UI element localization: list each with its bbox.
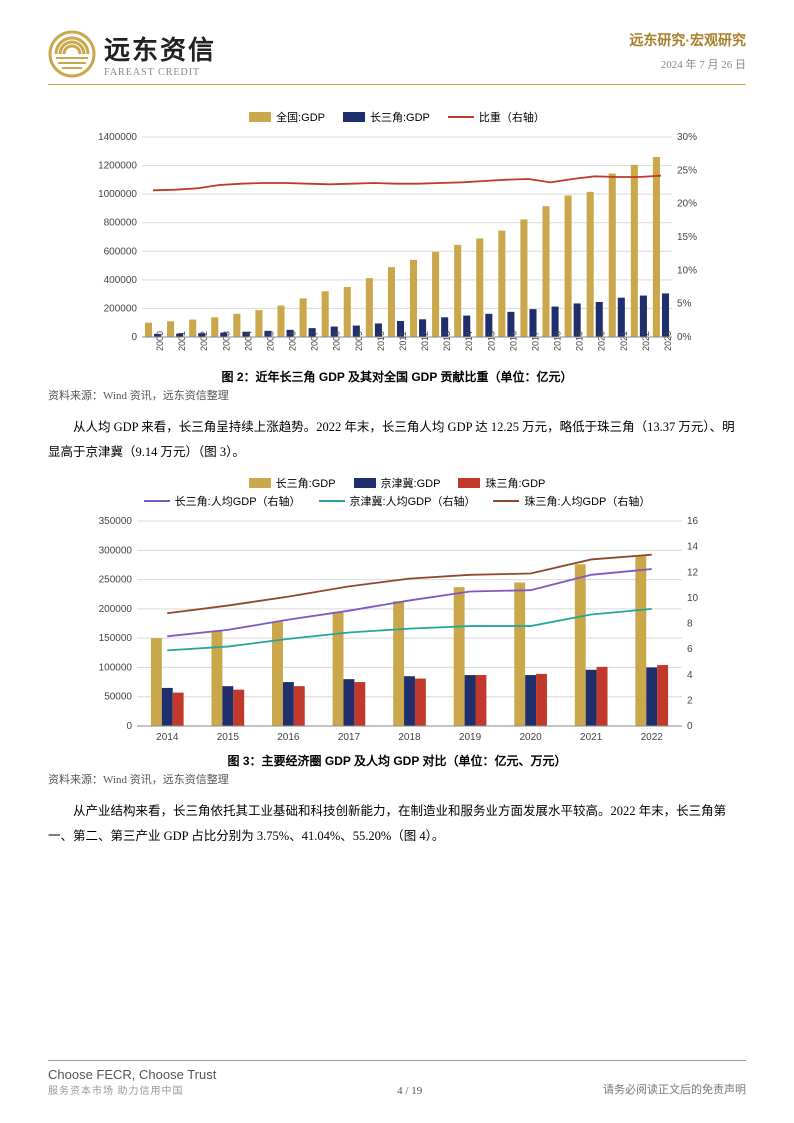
paragraph-1: 从人均 GDP 来看，长三角呈持续上涨趋势。2022 年末，长三角人均 GDP … <box>48 415 746 465</box>
footer-page: 4 / 19 <box>397 1085 422 1097</box>
svg-text:2019: 2019 <box>575 331 585 351</box>
svg-text:2013: 2013 <box>442 331 452 351</box>
svg-text:2015: 2015 <box>486 331 496 351</box>
chart2-caption: 图 2：近年长三角 GDP 及其对全国 GDP 贡献比重（单位：亿元） <box>48 368 746 385</box>
svg-text:2011: 2011 <box>398 331 408 350</box>
header-date: 2024 年 7 月 26 日 <box>629 56 746 72</box>
svg-text:2021: 2021 <box>580 732 603 743</box>
svg-text:200000: 200000 <box>104 303 138 314</box>
svg-text:50000: 50000 <box>104 692 132 703</box>
svg-text:2008: 2008 <box>332 331 342 351</box>
svg-text:2023: 2023 <box>663 331 673 351</box>
header-rule <box>48 84 746 85</box>
svg-text:2015: 2015 <box>217 732 240 743</box>
chart3: 长三角:GDP京津冀:GDP珠三角:GDP 长三角:人均GDP（右轴）京津冀:人… <box>48 475 746 748</box>
svg-text:2022: 2022 <box>641 732 664 743</box>
svg-text:0: 0 <box>126 721 132 732</box>
svg-text:2016: 2016 <box>277 732 300 743</box>
svg-text:100000: 100000 <box>99 662 133 673</box>
page-header: 远东资信 FAREAST CREDIT 远东研究·宏观研究 2024 年 7 月… <box>48 30 746 78</box>
svg-text:2: 2 <box>687 695 693 706</box>
svg-text:250000: 250000 <box>99 575 133 586</box>
svg-text:20%: 20% <box>677 199 697 210</box>
svg-text:0: 0 <box>131 332 137 343</box>
svg-text:6: 6 <box>687 644 693 655</box>
svg-text:2002: 2002 <box>199 331 209 351</box>
svg-text:0%: 0% <box>677 332 692 343</box>
svg-text:2020: 2020 <box>597 331 607 351</box>
svg-text:2000: 2000 <box>155 331 165 351</box>
svg-text:15%: 15% <box>677 232 697 243</box>
svg-text:2003: 2003 <box>221 331 231 351</box>
page-footer: Choose FECR, Choose Trust 服务资本市场 助力信用中国 … <box>48 1055 746 1098</box>
chart2: 全国:GDP长三角:GDP比重（右轴） 02000004000006000008… <box>48 109 746 364</box>
svg-text:2019: 2019 <box>459 732 482 743</box>
svg-text:30%: 30% <box>677 132 697 143</box>
svg-text:2017: 2017 <box>530 331 540 351</box>
svg-text:2022: 2022 <box>641 331 651 351</box>
logo-icon <box>48 30 96 78</box>
chart3-source: 资料来源：Wind 资讯，远东资信整理 <box>48 771 746 787</box>
svg-text:2012: 2012 <box>420 331 430 351</box>
svg-text:10%: 10% <box>677 265 697 276</box>
svg-text:0: 0 <box>687 721 693 732</box>
svg-text:2006: 2006 <box>288 331 298 351</box>
svg-text:2020: 2020 <box>519 732 542 743</box>
logo-block: 远东资信 FAREAST CREDIT <box>48 30 216 78</box>
chart2-source: 资料来源：Wind 资讯，远东资信整理 <box>48 387 746 403</box>
svg-text:800000: 800000 <box>104 218 138 229</box>
footer-slogan-en: Choose FECR, Choose Trust <box>48 1067 216 1082</box>
svg-text:2010: 2010 <box>376 331 386 351</box>
svg-text:2001: 2001 <box>177 331 187 351</box>
svg-text:300000: 300000 <box>99 545 133 556</box>
svg-text:2017: 2017 <box>338 732 361 743</box>
svg-text:12: 12 <box>687 567 699 578</box>
svg-text:2005: 2005 <box>265 331 275 351</box>
footer-slogan-cn: 服务资本市场 助力信用中国 <box>48 1082 216 1097</box>
svg-text:2016: 2016 <box>508 331 518 351</box>
svg-text:25%: 25% <box>677 165 697 176</box>
svg-text:150000: 150000 <box>99 633 133 644</box>
svg-text:8: 8 <box>687 619 693 630</box>
svg-text:2004: 2004 <box>243 331 253 351</box>
svg-text:1400000: 1400000 <box>98 132 137 143</box>
header-title: 远东研究·宏观研究 <box>629 30 746 50</box>
svg-text:400000: 400000 <box>104 275 138 286</box>
svg-text:2018: 2018 <box>553 331 563 351</box>
svg-text:2007: 2007 <box>310 331 320 351</box>
svg-text:10: 10 <box>687 593 699 604</box>
logo-text-en: FAREAST CREDIT <box>104 67 216 78</box>
svg-text:2021: 2021 <box>619 331 629 351</box>
svg-text:4: 4 <box>687 670 693 681</box>
svg-text:2018: 2018 <box>398 732 421 743</box>
chart3-caption: 图 3：主要经济圈 GDP 及人均 GDP 对比（单位：亿元、万元） <box>48 752 746 769</box>
svg-text:16: 16 <box>687 516 699 527</box>
svg-text:5%: 5% <box>677 299 692 310</box>
svg-text:1200000: 1200000 <box>98 161 137 172</box>
footer-disclaimer: 请务必阅读正文后的免责声明 <box>603 1081 746 1097</box>
svg-text:600000: 600000 <box>104 246 138 257</box>
svg-text:350000: 350000 <box>99 516 133 527</box>
svg-text:2014: 2014 <box>464 331 474 351</box>
paragraph-2: 从产业结构来看，长三角依托其工业基础和科技创新能力，在制造业和服务业方面发展水平… <box>48 799 746 849</box>
svg-text:1000000: 1000000 <box>98 189 137 200</box>
svg-text:2009: 2009 <box>354 331 364 351</box>
logo-text-cn: 远东资信 <box>104 30 216 67</box>
svg-text:200000: 200000 <box>99 604 133 615</box>
svg-text:2014: 2014 <box>156 732 179 743</box>
svg-text:14: 14 <box>687 542 699 553</box>
